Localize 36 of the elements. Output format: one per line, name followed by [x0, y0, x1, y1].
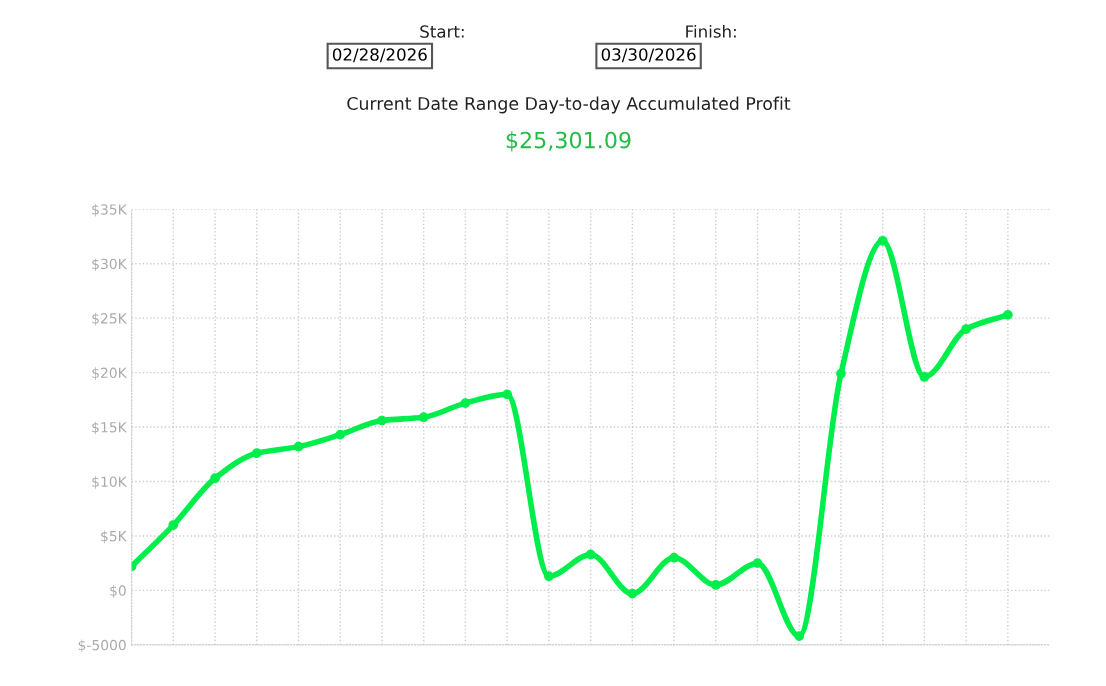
text: 02/28/2026 [332, 48, 427, 63]
chart-title: Current Date Range Day-to-day Accumulated Profit [347, 96, 791, 114]
point [794, 631, 805, 641]
point [335, 429, 346, 440]
point [460, 398, 471, 408]
point [836, 368, 846, 379]
y-tick-label: $0 [110, 585, 126, 598]
point [669, 552, 679, 563]
point [251, 448, 262, 459]
point [168, 520, 179, 530]
point [961, 324, 972, 334]
point [752, 558, 763, 569]
point [210, 473, 220, 484]
y-tick-label: $15K [92, 421, 128, 435]
point [418, 412, 429, 423]
text: Finish: [686, 24, 736, 38]
y-tick-label: $35K [92, 203, 128, 217]
y-tick-label: $25K [92, 312, 128, 326]
chart-subtitle: $25,301.09 [506, 131, 631, 152]
text: 03/30/2026 [601, 48, 696, 63]
point [627, 588, 638, 599]
point [293, 441, 304, 452]
point [919, 372, 930, 382]
point [1003, 310, 1013, 320]
point [710, 580, 721, 590]
point [877, 235, 888, 246]
point [544, 571, 554, 582]
y-tick-label: $5K [101, 530, 128, 544]
text: Start: [420, 25, 464, 38]
point [502, 389, 513, 400]
y-tick-label: $20K [92, 367, 128, 380]
y-tick-label: $30K [92, 258, 128, 271]
y-tick-label: $-5000 [78, 639, 126, 653]
y-tick-label: $10K [92, 476, 128, 489]
point [585, 549, 596, 560]
point [377, 415, 387, 426]
